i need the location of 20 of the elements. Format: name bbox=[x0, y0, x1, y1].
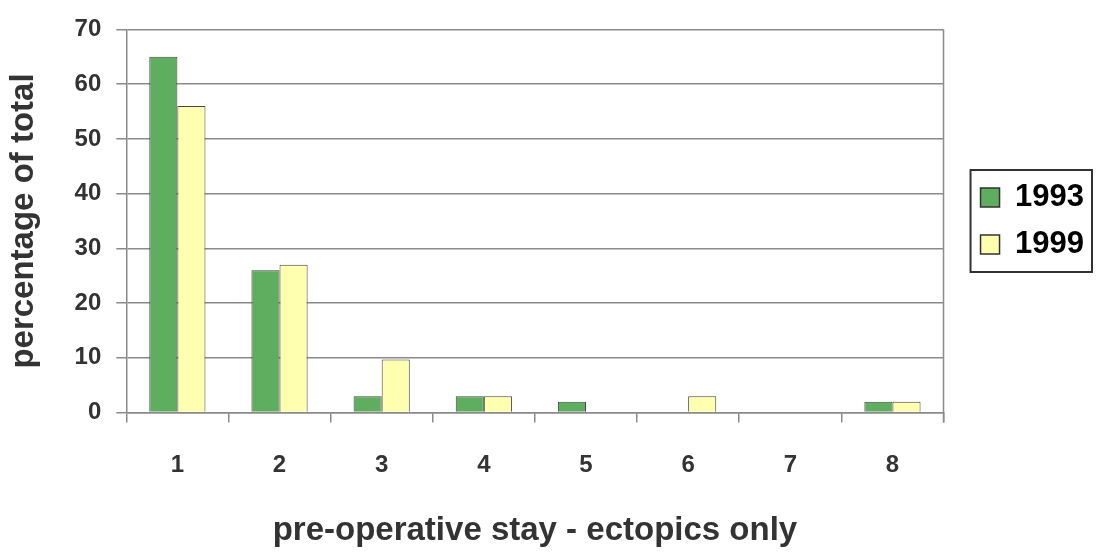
x-tick-label: 4 bbox=[477, 449, 492, 477]
x-tick-label: 7 bbox=[783, 449, 797, 477]
legend-label: 1993 bbox=[1015, 178, 1085, 214]
x-tick-label: 8 bbox=[885, 449, 900, 477]
x-tick-label: 2 bbox=[272, 449, 287, 477]
x-axis-title: pre-operative stay - ectopics only bbox=[272, 510, 798, 548]
y-tick-label: 60 bbox=[74, 68, 102, 96]
y-tick-label: 40 bbox=[74, 178, 102, 206]
y-tick-label: 0 bbox=[87, 397, 102, 425]
x-tick-label: 3 bbox=[375, 449, 389, 477]
x-tick-label: 1 bbox=[170, 449, 185, 477]
y-tick-label: 30 bbox=[74, 233, 102, 260]
y-tick-label: 20 bbox=[74, 287, 102, 315]
y-axis-title: percentage of total bbox=[2, 73, 40, 369]
y-tick-label: 70 bbox=[74, 14, 102, 42]
y-tick-label: 10 bbox=[74, 342, 102, 370]
y-tick-label: 50 bbox=[74, 123, 102, 151]
x-tick-label: 6 bbox=[681, 449, 695, 477]
x-tick-label: 5 bbox=[579, 449, 593, 477]
legend-label: 1999 bbox=[1015, 225, 1085, 261]
